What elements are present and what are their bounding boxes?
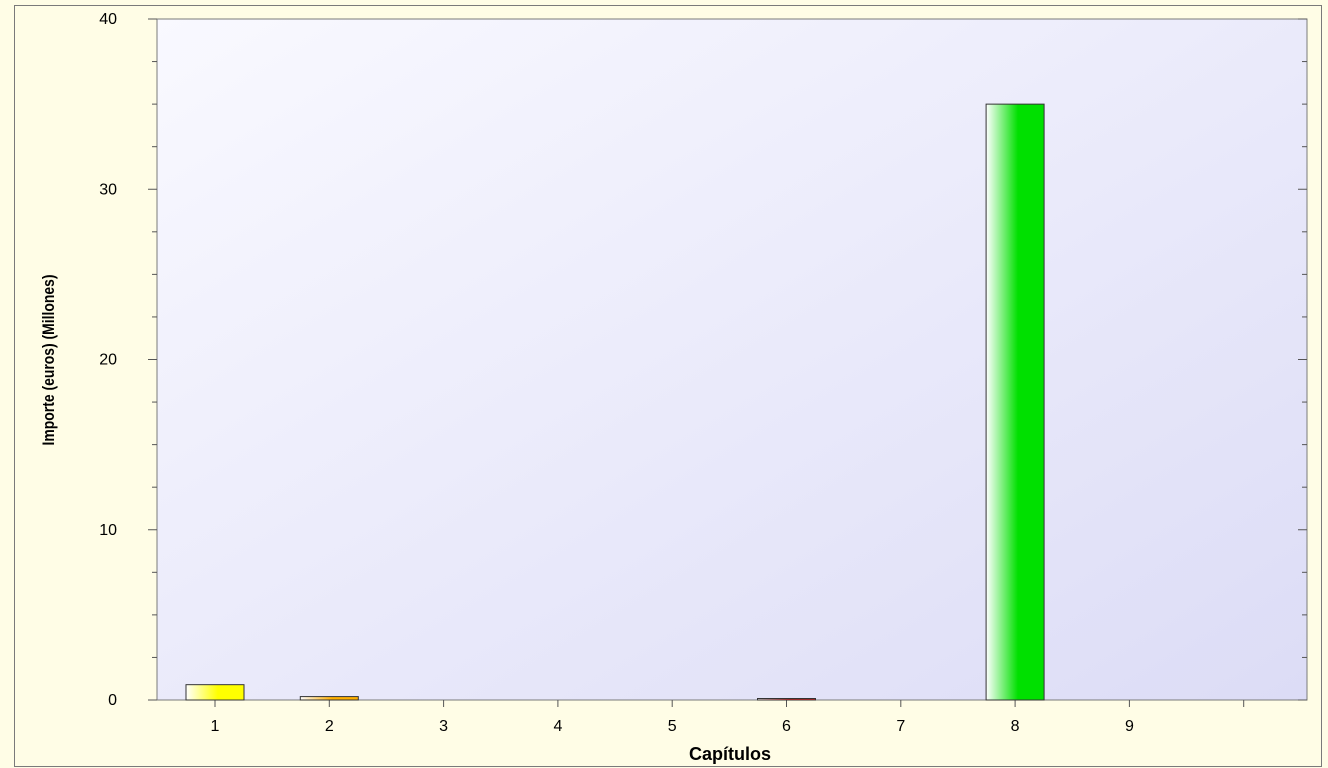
x-axis-title: Capítulos [689,744,771,764]
bar-2 [299,696,359,701]
x-tick-label: 1 [211,718,220,735]
y-tick-label: 0 [108,692,117,709]
bar-1 [185,684,245,701]
y-tick-label: 10 [99,522,117,539]
x-tick-label: 7 [896,718,905,735]
x-tick-label: 4 [553,718,562,735]
x-tick-label: 3 [439,718,448,735]
y-axis: 0 10 20 30 40 [99,11,1307,709]
y-tick-label: 40 [99,11,117,28]
x-tick-label: 5 [668,718,677,735]
x-tick-label: 8 [1011,718,1020,735]
y-tick-label: 20 [99,352,117,369]
y-tick-label: 30 [99,181,117,198]
x-tick-label: 9 [1125,718,1134,735]
x-axis: 1 2 3 4 5 6 7 8 9 [211,700,1245,735]
bars [185,103,1045,701]
y-axis-title: Importe (euros) (Millones) [40,274,59,445]
bar-6 [757,698,816,701]
x-tick-label: 6 [782,718,791,735]
bar-8 [985,103,1045,701]
plot-area [156,18,1308,701]
x-tick-label: 2 [325,718,334,735]
